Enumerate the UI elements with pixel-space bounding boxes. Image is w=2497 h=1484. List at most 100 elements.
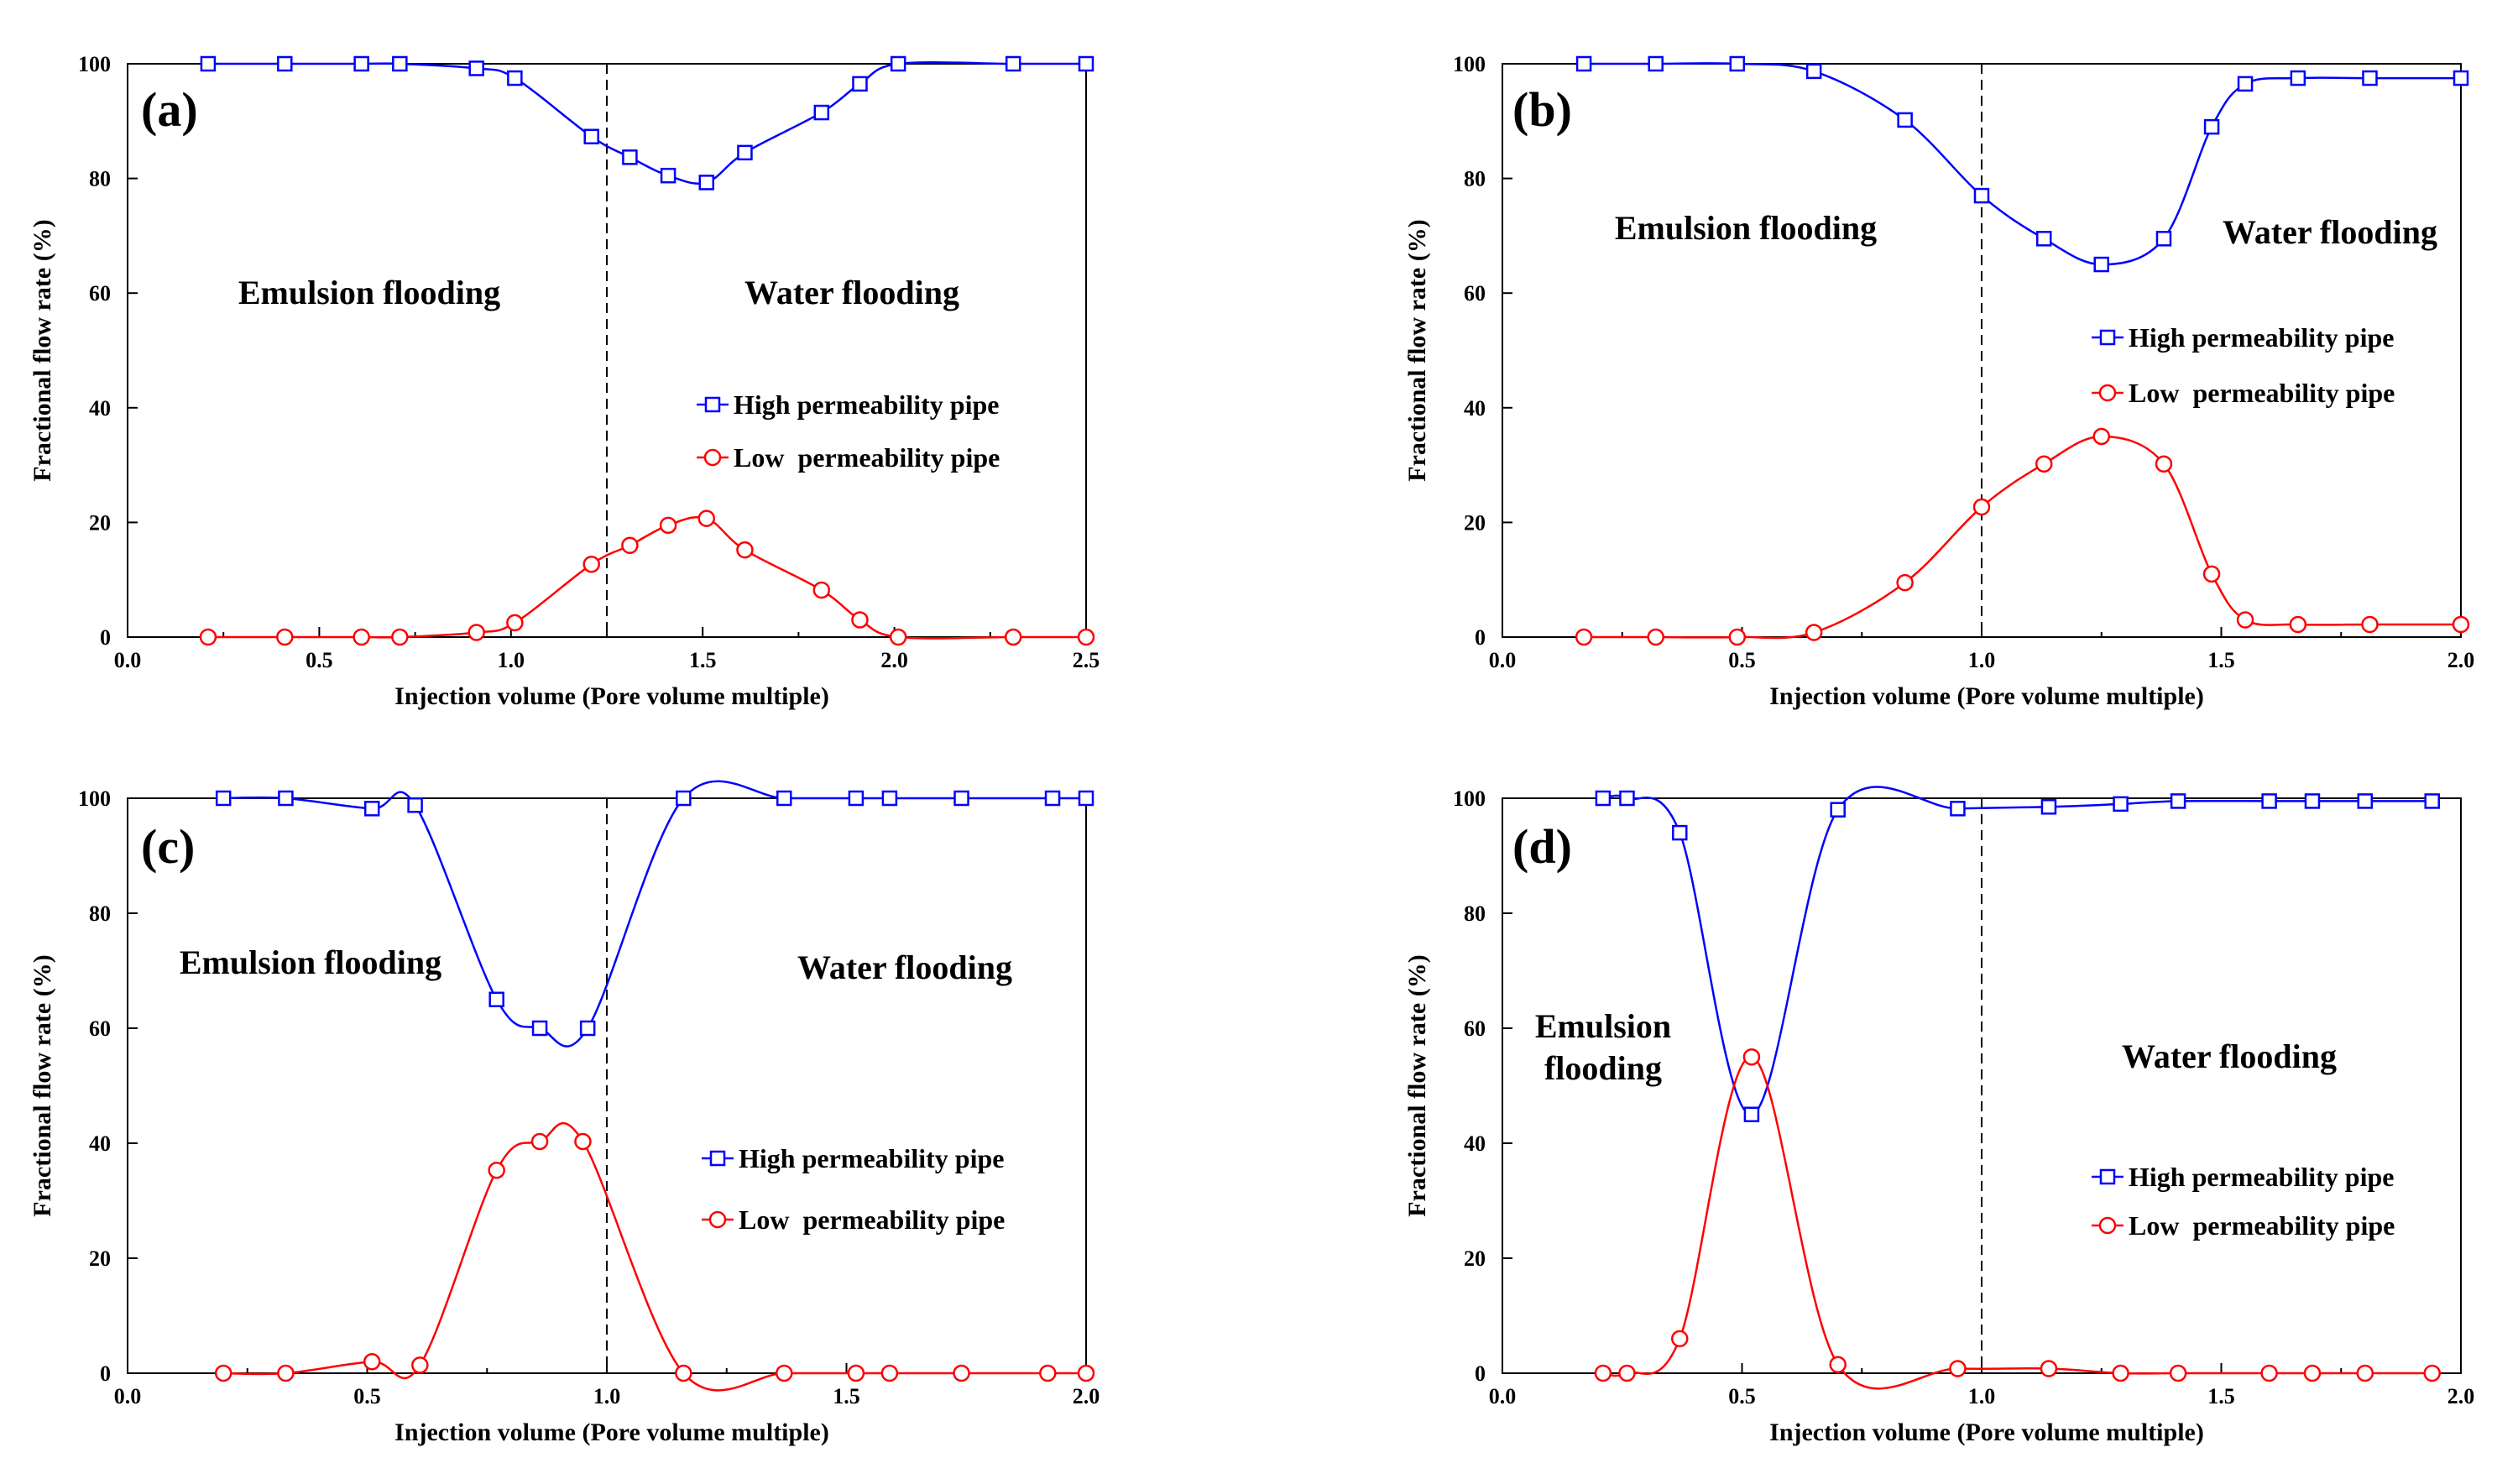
circle-data-point — [2356, 1364, 2374, 1382]
legend-marker — [709, 1150, 726, 1167]
circle-data-point — [1647, 628, 1664, 646]
square-data-point — [676, 790, 692, 807]
series-high-permeability — [200, 55, 1094, 191]
circle-data-point — [277, 1364, 295, 1382]
legend-text: Low permeability pipe — [2129, 1210, 2395, 1241]
x-tick-label: 1.0 — [1968, 1384, 1996, 1408]
circle-data-point — [574, 1132, 592, 1151]
circle-data-point — [2452, 615, 2470, 634]
y-tick-label: 100 — [78, 786, 111, 811]
chart-panel-c: 0.0 0.5 1.0 1.5 2.0 0 20 40 60 80 100 Injection vol… — [29, 780, 1100, 1446]
circle-data-point — [1594, 1364, 1612, 1382]
y-tick-label: 40 — [1464, 396, 1486, 421]
series-line — [1602, 1056, 2432, 1390]
x-tick-label: 1.5 — [833, 1384, 860, 1408]
legend-low-permeability: Low permeability pipe — [702, 1204, 1005, 1235]
circle-data-point — [488, 1161, 505, 1179]
legend: High permeability pipe Low permeability p… — [697, 389, 1000, 473]
circle-data-point — [736, 541, 754, 559]
y-tick-label: 20 — [89, 1246, 111, 1271]
y-tick-label: 80 — [89, 901, 111, 926]
y-tick-label: 100 — [1453, 786, 1486, 811]
x-axis-title: Injection volume (Pore volume multiple) — [394, 682, 829, 710]
water-flooding-label: Water flooding — [797, 948, 1012, 986]
square-data-point — [353, 55, 369, 72]
x-tick-label: 0.5 — [353, 1384, 381, 1408]
series-line — [207, 515, 1086, 640]
circle-data-point — [851, 611, 869, 629]
legend-marker — [704, 396, 721, 413]
square-data-point — [363, 801, 380, 817]
legend-text: Low permeability pipe — [734, 442, 1000, 473]
y-tick-label: 60 — [1464, 281, 1486, 306]
circle-data-point — [2202, 565, 2221, 583]
panel-label: (d) — [1512, 819, 1572, 874]
water-flooding-label: Water flooding — [2122, 1037, 2337, 1075]
y-tick-label: 80 — [89, 167, 111, 191]
x-tick-label: 0.0 — [114, 1384, 142, 1408]
square-data-point — [2170, 793, 2186, 809]
x-tick-label: 1.0 — [1968, 648, 1996, 672]
circle-data-point — [506, 614, 524, 632]
x-tick-label: 2.0 — [880, 648, 908, 672]
square-data-point — [848, 790, 865, 807]
y-tick-label: 80 — [1464, 901, 1486, 926]
square-data-point — [2290, 70, 2306, 86]
circle-data-point — [1728, 628, 1747, 646]
y-tick-label: 60 — [89, 1016, 111, 1041]
circle-data-point — [1972, 498, 1991, 516]
series-line — [1584, 435, 2461, 640]
panel-label: (c) — [141, 819, 195, 874]
y-axis-title: Fractional flow rate (%) — [29, 954, 56, 1216]
legend-text: Low permeability pipe — [739, 1204, 1005, 1235]
circle-data-point — [468, 624, 485, 641]
y-tick-label: 0 — [100, 1361, 111, 1386]
square-data-point — [1672, 824, 1688, 841]
panel-label: (a) — [141, 82, 198, 137]
circle-data-point — [2035, 455, 2053, 473]
square-data-point — [1729, 55, 1746, 72]
emulsion-flooding-label: Emulsion flooding — [1615, 209, 1877, 247]
circle-data-point — [1671, 1330, 1689, 1348]
circle-data-point — [1039, 1364, 1057, 1382]
square-data-point — [2203, 118, 2220, 135]
circle-data-point — [847, 1364, 865, 1382]
square-data-point — [1830, 802, 1846, 818]
square-data-point — [1044, 790, 1061, 807]
x-tick-label: 1.0 — [593, 1384, 621, 1408]
circle-data-point — [621, 536, 639, 554]
circle-data-point — [2040, 1360, 2058, 1377]
circle-data-point — [880, 1364, 899, 1382]
circle-data-point — [1004, 628, 1022, 646]
legend-text: High permeability pipe — [739, 1143, 1004, 1173]
legend: High permeability pipe Low permeability p… — [2092, 322, 2395, 408]
circle-data-point — [1896, 573, 1914, 592]
y-axis-title: Fractional flow rate (%) — [1403, 954, 1431, 1216]
y-tick-label: 100 — [78, 52, 111, 76]
circle-data-point — [214, 1364, 232, 1382]
square-data-point — [953, 790, 969, 807]
y-tick-label: 80 — [1464, 167, 1486, 191]
series-high-permeability — [215, 780, 1094, 1048]
square-data-point — [1648, 55, 1664, 72]
square-data-point — [1595, 790, 1612, 807]
circle-data-point — [2169, 1364, 2187, 1382]
y-tick-label: 40 — [1464, 1131, 1486, 1156]
panel-label: (b) — [1512, 82, 1572, 137]
square-data-point — [392, 55, 408, 72]
x-tick-label: 2.0 — [2447, 1384, 2475, 1408]
x-axis-title: Injection volume (Pore volume multiple) — [1769, 682, 2204, 710]
square-data-point — [1078, 55, 1094, 72]
series-line — [223, 1121, 1086, 1392]
legend-text: High permeability pipe — [2129, 1162, 2394, 1192]
legend: High permeability pipe Low permeability p… — [702, 1143, 1005, 1235]
legend-high-permeability: High permeability pipe — [702, 1143, 1004, 1173]
circle-data-point — [353, 628, 370, 646]
square-data-point — [813, 104, 830, 121]
legend: High permeability pipe Low permeability p… — [2092, 1162, 2395, 1241]
square-data-point — [2357, 793, 2374, 809]
legend-marker — [2099, 1168, 2116, 1185]
chart-panel-d: 0.0 0.5 1.0 1.5 2.0 0 20 40 60 80 100 Injection vol… — [1403, 786, 2474, 1446]
series-low-permeability — [214, 1121, 1095, 1392]
circle-data-point — [1949, 1360, 1967, 1377]
